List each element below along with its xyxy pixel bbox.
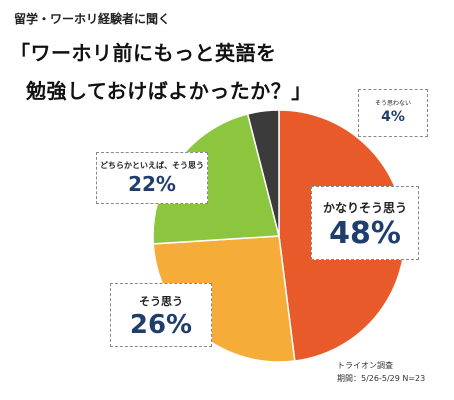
label-somewhat-agree-name: どちらかといえば、そう思う [100,161,204,170]
label-somewhat-agree: どちらかといえば、そう思う 22% [96,152,208,204]
slice-disagree [246,109,280,237]
chart-subtitle: 留学・ワーホリ経験者に聞く [14,12,171,26]
label-strongly-agree-value: 48% [329,216,401,251]
label-disagree-name: そう思わない [374,100,411,107]
label-disagree: そう思わない 4% [358,89,428,137]
chart-title: 「ワーホリ前にもっと英語を 勉強しておけばよかったか？」 [10,34,312,110]
label-strongly-agree: かなりそう思う 48% [311,186,419,260]
label-somewhat-agree-value: 22% [128,172,176,196]
source-note: トライオン調査 期間：5/26-5/29 N=23 [337,359,425,385]
source-line-2: 期間：5/26-5/29 N=23 [337,374,426,383]
label-strongly-agree-name: かなりそう思う [322,201,407,215]
chart-title-line-2: 勉強しておけばよかったか？」 [26,79,312,103]
source-line-1: トライオン調査 [337,361,393,370]
chart-title-line-1: 「ワーホリ前にもっと英語を [10,41,277,65]
label-agree-value: 26% [129,310,193,340]
label-agree: そう思う 26% [110,283,212,347]
label-disagree-value: 4% [381,109,405,125]
label-agree-name: そう思う [139,295,183,308]
